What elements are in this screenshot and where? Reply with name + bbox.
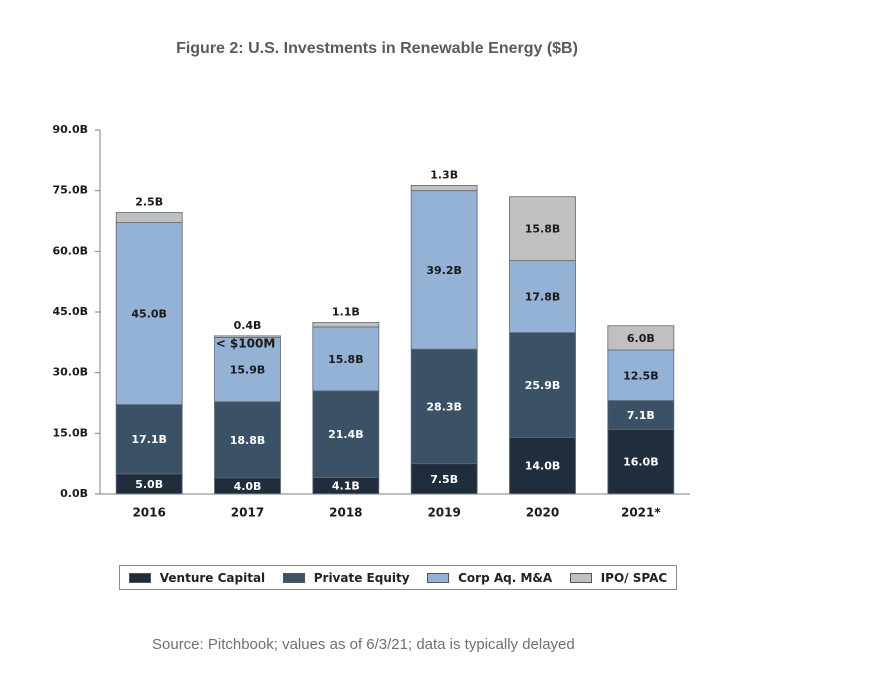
x-tick-label: 2019 (427, 506, 460, 520)
data-label-private-equity: 7.1B (627, 409, 655, 422)
legend-label-private-equity: Private Equity (313, 570, 410, 585)
legend-swatch-venture-capital (128, 572, 151, 583)
legend-item-corp-aq: Corp Aq. M&A (427, 571, 552, 585)
chart-legend: Venture Capital Private Equity Corp Aq. … (119, 565, 677, 590)
bar-private-equity (115, 404, 183, 475)
bar-ipo-spac (410, 185, 478, 192)
legend-item-ipo-spac: IPO/ SPAC (569, 570, 668, 585)
data-label-venture-capital: 5.0B (135, 478, 163, 491)
bar-venture-capital (509, 436, 576, 495)
stacked-bar-chart: 0.0B 15.0B 30.0B 45.0B 60.0B 75.0B 90.0B 5.0B 17… (52, 123, 690, 520)
legend-item-venture-capital: Venture Capital (128, 570, 266, 585)
bar-corp-aq-m-a (607, 349, 675, 401)
data-label-private-equity: 25.9B (525, 379, 561, 392)
annotation-label: < $100M (216, 336, 276, 350)
chart-title: Figure 2: U.S. Investments in Renewable … (176, 40, 578, 57)
data-label-corp-aq-m-a: 39.2B (426, 264, 462, 277)
data-label-venture-capital: 16.0B (623, 456, 659, 469)
data-label-ipo-spac: 1.3B (430, 168, 458, 181)
data-label-ipo-spac: 15.8B (525, 223, 561, 236)
y-tick-label: 30.0B (52, 366, 88, 379)
bar-ipo-spac (115, 212, 183, 224)
legend-label-venture-capital: Venture Capital (159, 570, 266, 585)
source-note: Source: Pitchbook; values as of 6/3/21; … (152, 636, 575, 653)
x-tick-label: 2018 (329, 506, 362, 520)
data-label-corp-aq-m-a: 45.0B (131, 308, 167, 321)
data-label-corp-aq-m-a: 17.8B (525, 291, 561, 304)
legend-swatch-private-equity (282, 572, 305, 583)
data-label-venture-capital: 4.1B (332, 480, 360, 493)
data-label-venture-capital: 7.5B (430, 473, 458, 486)
bar-ipo-spac (214, 335, 281, 338)
data-label-corp-aq-m-a: 12.5B (623, 369, 659, 382)
legend-label-corp-aq: Corp Aq. M&A (458, 570, 553, 585)
x-tick-label: 2020 (526, 506, 559, 520)
bar-private-equity (607, 400, 675, 430)
bar-private-equity (509, 332, 576, 438)
data-label-private-equity: 18.8B (230, 434, 266, 447)
data-label-private-equity: 17.1B (131, 433, 167, 446)
legend-item-private-equity: Private Equity (282, 570, 410, 585)
y-tick-label: 75.0B (52, 184, 88, 197)
bar-venture-capital (607, 428, 675, 495)
legend-swatch-ipo-spac (569, 572, 592, 583)
bar-corp-aq-m-a (410, 190, 478, 350)
data-label-corp-aq-m-a: 15.8B (328, 353, 364, 366)
data-label-private-equity: 28.3B (426, 400, 462, 413)
x-tick-label: 2017 (231, 506, 264, 520)
bar-private-equity (214, 401, 281, 479)
legend-swatch-corp-aq (427, 572, 450, 583)
data-label-corp-aq-m-a: 15.9B (230, 364, 266, 377)
x-tick-label: 2016 (132, 506, 165, 520)
bar-corp-aq-m-a (214, 337, 281, 403)
data-label-private-equity: 21.4B (328, 428, 364, 441)
x-tick-label: 2021* (621, 506, 661, 520)
data-label-ipo-spac: 6.0B (627, 332, 655, 345)
y-tick-label: 15.0B (52, 426, 88, 439)
bar-private-equity (312, 390, 380, 478)
bar-corp-aq-m-a (115, 222, 183, 406)
bar-ipo-spac (509, 196, 576, 262)
bar-ipo-spac (312, 322, 380, 328)
y-tick-label: 45.0B (52, 305, 88, 318)
data-label-ipo-spac: 0.4B (234, 319, 262, 332)
data-label-ipo-spac: 2.5B (135, 196, 163, 209)
bar-ipo-spac (607, 325, 675, 351)
y-tick-label: 60.0B (52, 244, 88, 257)
y-tick-label: 90.0B (52, 123, 88, 136)
data-label-venture-capital: 4.0B (234, 480, 262, 493)
data-label-venture-capital: 14.0B (525, 460, 561, 473)
data-label-ipo-spac: 1.1B (332, 306, 360, 319)
y-tick-label: 0.0B (60, 487, 88, 500)
bar-corp-aq-m-a (509, 260, 576, 334)
legend-label-ipo-spac: IPO/ SPAC (600, 570, 668, 585)
bar-private-equity (410, 348, 478, 465)
